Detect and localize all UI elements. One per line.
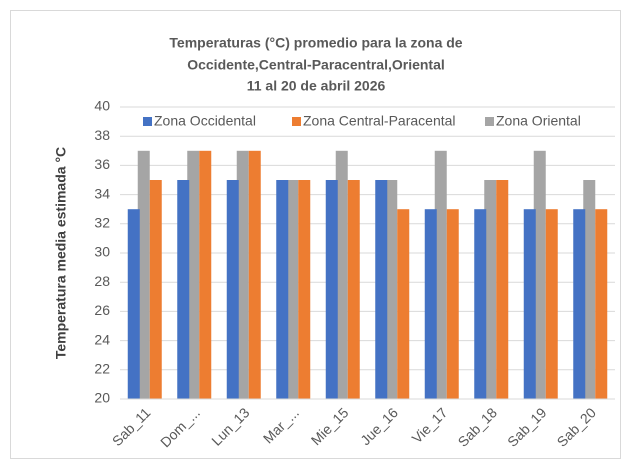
bar [298, 180, 311, 399]
legend-label: Zona Oriental [496, 113, 581, 129]
chart-frame [10, 10, 621, 459]
bar [533, 150, 546, 399]
bar [177, 180, 190, 399]
bar [325, 180, 338, 399]
bar [545, 209, 558, 399]
legend-swatch [485, 117, 494, 126]
y-tick-label: 22 [94, 361, 110, 377]
bar [347, 180, 360, 399]
bar [187, 150, 200, 399]
y-tick-label: 40 [94, 98, 110, 114]
bar [137, 150, 150, 399]
y-tick-label: 24 [94, 331, 110, 347]
bar [474, 209, 487, 399]
bar [149, 180, 162, 399]
bar [276, 180, 289, 399]
y-tick-label: 28 [94, 273, 110, 289]
bar [375, 180, 388, 399]
y-tick-label: 20 [94, 390, 110, 406]
y-tick-label: 34 [94, 185, 110, 201]
bar [446, 209, 459, 399]
chart-title: Temperaturas (°C) promedio para la zona … [169, 35, 462, 51]
chart-title: Occidente,Central-Paracentral,Oriental [187, 57, 445, 73]
bar [385, 180, 398, 399]
bar [595, 209, 608, 399]
bar [127, 209, 140, 399]
y-tick-label: 32 [94, 215, 110, 231]
bar [523, 209, 536, 399]
legend-swatch [143, 117, 152, 126]
y-tick-label: 30 [94, 244, 110, 260]
chart-title: 11 al 20 de abril 2026 [247, 78, 386, 94]
bar [226, 180, 239, 399]
bar [434, 150, 447, 399]
y-tick-label: 36 [94, 156, 110, 172]
y-tick-label: 26 [94, 302, 110, 318]
bar [496, 180, 509, 399]
legend-swatch [292, 117, 301, 126]
bar [484, 180, 497, 399]
bar [236, 150, 249, 399]
y-tick-label: 38 [94, 127, 110, 143]
bar [424, 209, 437, 399]
bar [286, 180, 299, 399]
legend-label: Zona Central-Paracental [303, 113, 456, 129]
bar [335, 150, 348, 399]
bar [397, 209, 410, 399]
bar [248, 150, 261, 399]
legend-label: Zona Occidental [154, 113, 256, 129]
bar [573, 209, 586, 399]
y-axis-title: Temperatura media estimada °C [53, 147, 69, 359]
bar [199, 150, 212, 399]
bar [583, 180, 596, 399]
